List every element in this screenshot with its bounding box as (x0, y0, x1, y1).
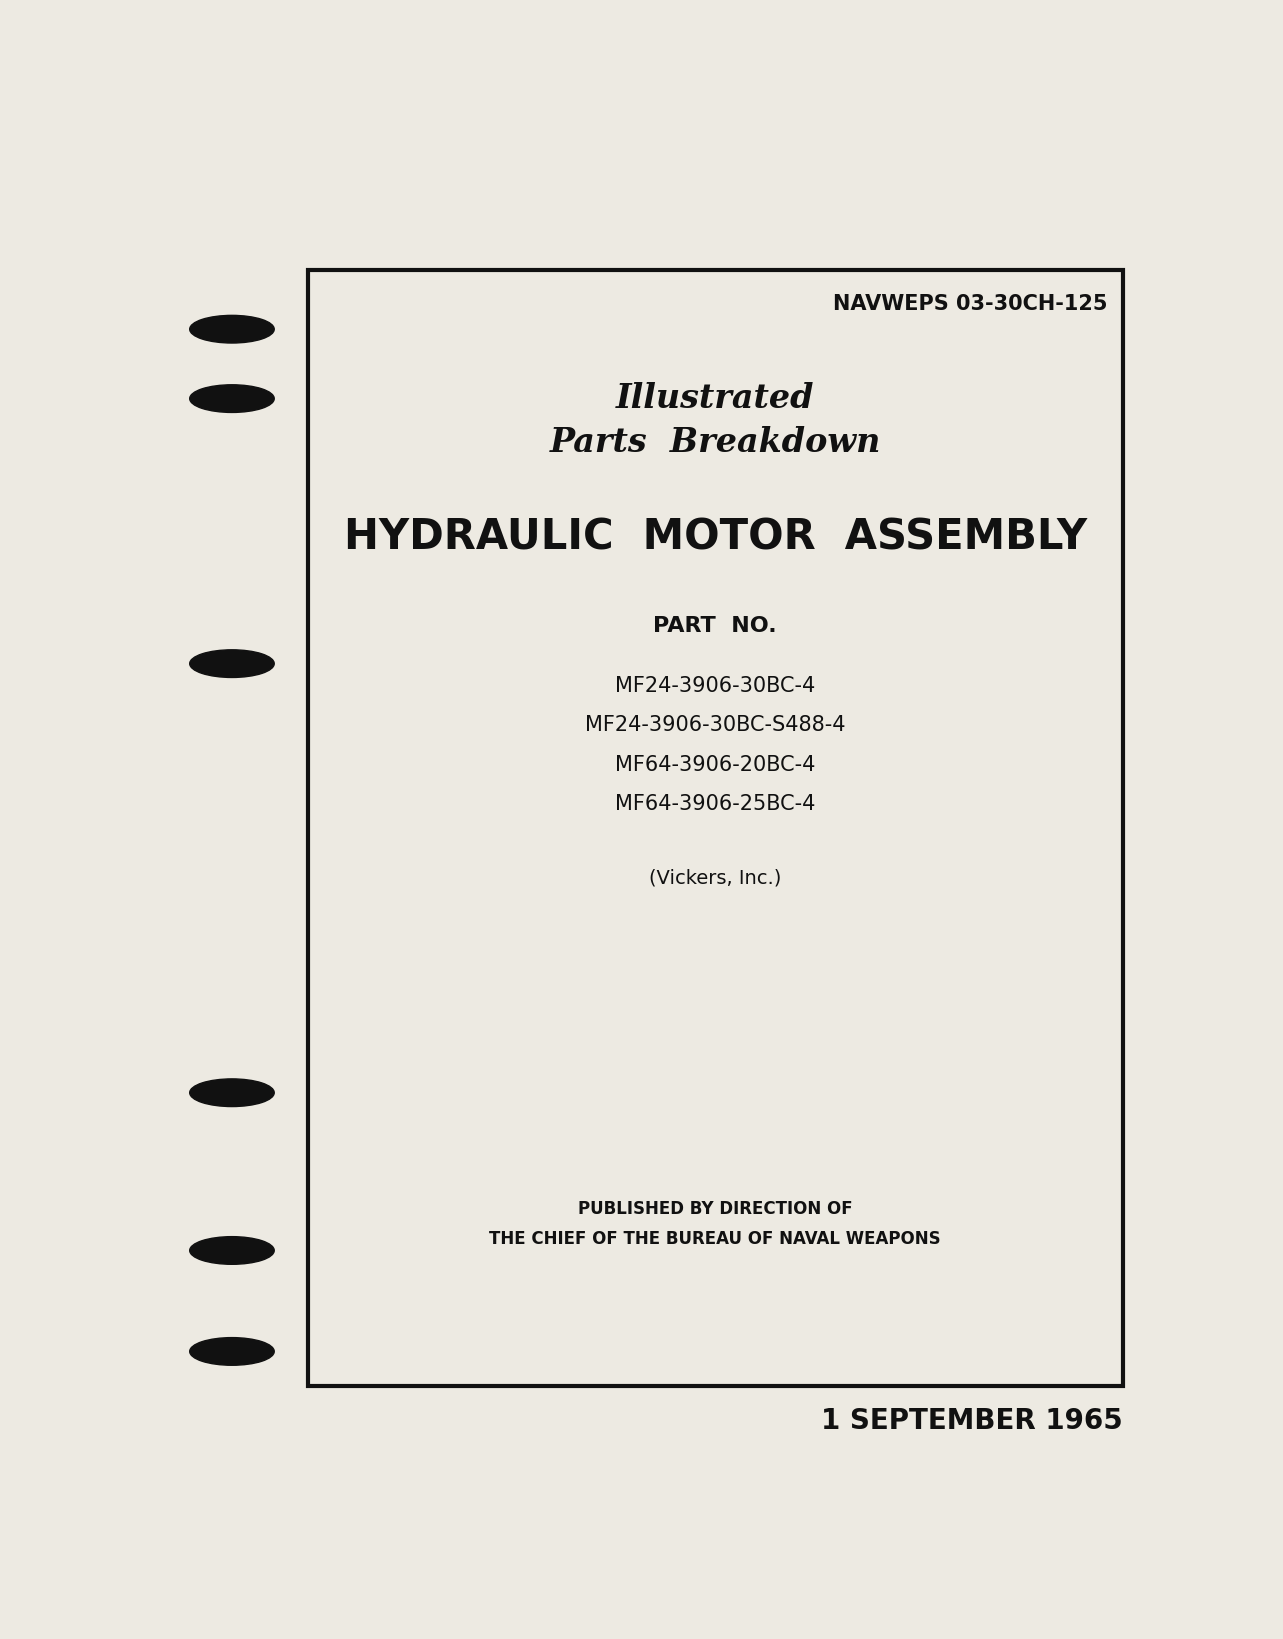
Text: NAVWEPS 03-30CH-125: NAVWEPS 03-30CH-125 (834, 293, 1109, 315)
Ellipse shape (190, 385, 275, 413)
Ellipse shape (190, 1078, 275, 1106)
Ellipse shape (190, 1237, 275, 1264)
Text: MF24-3906-30BC-4: MF24-3906-30BC-4 (615, 677, 815, 697)
Text: MF64-3906-20BC-4: MF64-3906-20BC-4 (615, 754, 816, 775)
Text: PART  NO.: PART NO. (653, 616, 777, 636)
Text: Illustrated: Illustrated (616, 382, 815, 415)
Text: MF64-3906-25BC-4: MF64-3906-25BC-4 (615, 793, 816, 813)
Text: (Vickers, Inc.): (Vickers, Inc.) (649, 869, 781, 888)
Text: PUBLISHED BY DIRECTION OF: PUBLISHED BY DIRECTION OF (577, 1200, 852, 1218)
Text: MF24-3906-30BC-S488-4: MF24-3906-30BC-S488-4 (585, 716, 845, 736)
Ellipse shape (190, 315, 275, 343)
Text: Parts  Breakdown: Parts Breakdown (549, 426, 881, 459)
Ellipse shape (190, 649, 275, 677)
Text: THE CHIEF OF THE BUREAU OF NAVAL WEAPONS: THE CHIEF OF THE BUREAU OF NAVAL WEAPONS (489, 1231, 940, 1249)
Text: 1 SEPTEMBER 1965: 1 SEPTEMBER 1965 (821, 1406, 1123, 1434)
Ellipse shape (190, 1337, 275, 1365)
Text: HYDRAULIC  MOTOR  ASSEMBLY: HYDRAULIC MOTOR ASSEMBLY (344, 516, 1087, 559)
Bar (308, 270, 1123, 1385)
